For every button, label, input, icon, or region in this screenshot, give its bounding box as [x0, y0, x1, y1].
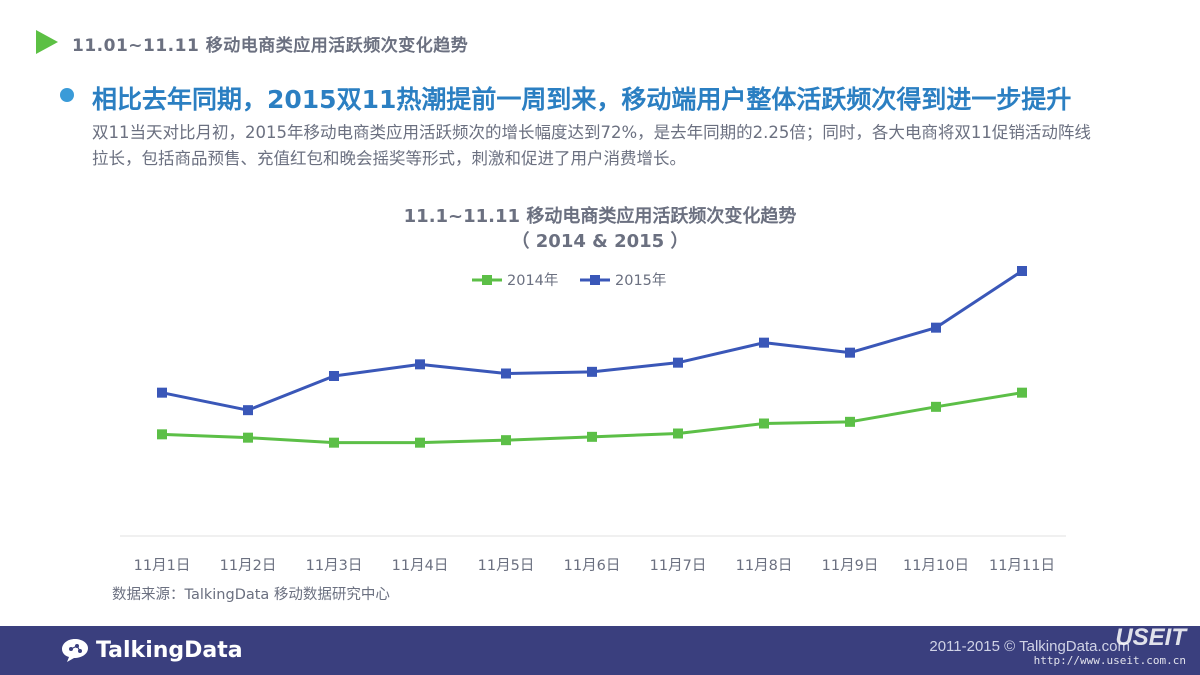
bullet-icon	[60, 88, 74, 102]
data-point	[845, 416, 855, 427]
data-point	[587, 431, 597, 442]
data-point	[673, 428, 683, 439]
data-point	[931, 322, 941, 333]
data-point	[845, 347, 855, 358]
x-tick-label: 11月5日	[478, 558, 535, 574]
data-point	[501, 368, 511, 379]
x-tick-label: 11月2日	[220, 558, 277, 574]
data-point	[501, 435, 511, 446]
x-tick-label: 11月11日	[989, 558, 1055, 574]
x-tick-label: 11月8日	[736, 558, 793, 574]
data-point	[587, 366, 597, 377]
legend-label: 2014年	[507, 272, 558, 289]
data-point	[759, 337, 769, 348]
footer-bar	[0, 626, 1200, 675]
data-point	[759, 418, 769, 429]
data-point	[157, 387, 167, 398]
data-point	[329, 437, 339, 448]
series-line-2	[161, 269, 1023, 412]
data-point	[1017, 387, 1027, 398]
description: 双11当天对比月初，2015年移动电商类应用活跃频次的增长幅度达到72%，是去年…	[92, 123, 1091, 168]
logo-text: TalkingData	[96, 637, 243, 663]
legend-swatch-marker	[482, 275, 492, 285]
section-title: 11.01~11.11 移动电商类应用活跃频次变化趋势	[72, 36, 469, 56]
data-point	[329, 371, 339, 381]
logo-bubble-icon	[62, 639, 88, 662]
data-point	[415, 359, 425, 370]
x-tick-label: 11月6日	[564, 558, 621, 574]
data-source: 数据来源：TalkingData 移动数据研究中心	[112, 587, 390, 603]
chart-title: 11.1~11.11 移动电商类应用活跃频次变化趋势	[403, 206, 797, 227]
copyright: 2011-2015 © TalkingData.com	[929, 638, 1130, 655]
watermark: USEIT	[1115, 624, 1186, 651]
legend-swatch-marker	[590, 275, 600, 285]
data-point	[673, 357, 683, 368]
line-chart: 11月1日 11月2日 11月3日 11月4日 11月5日 11月6日 11月7日 11月8日…	[120, 266, 1066, 574]
data-point	[243, 432, 253, 443]
x-tick-label: 11月7日	[650, 558, 707, 574]
chart-subtitle: （ 2014 & 2015 ）	[511, 231, 689, 252]
data-point	[157, 429, 167, 440]
legend-label: 2015年	[615, 272, 666, 289]
x-tick-label: 11月3日	[306, 558, 363, 574]
talkingdata-logo: TalkingData	[60, 634, 243, 666]
x-tick-label: 11月10日	[903, 558, 969, 574]
x-tick-label: 11月9日	[822, 558, 879, 574]
data-point	[243, 405, 253, 416]
headline: 相比去年同期，2015双11热潮提前一周到来，移动端用户整体活跃频次得到进一步提…	[92, 85, 1072, 114]
x-tick-label: 11月4日	[392, 558, 449, 574]
x-tick-label: 11月1日	[134, 558, 191, 574]
data-point	[1017, 266, 1027, 276]
data-point	[931, 401, 941, 412]
header-arrow-icon	[36, 30, 58, 54]
data-point	[415, 437, 425, 448]
watermark-url: http://www.useit.com.cn	[1033, 654, 1186, 667]
